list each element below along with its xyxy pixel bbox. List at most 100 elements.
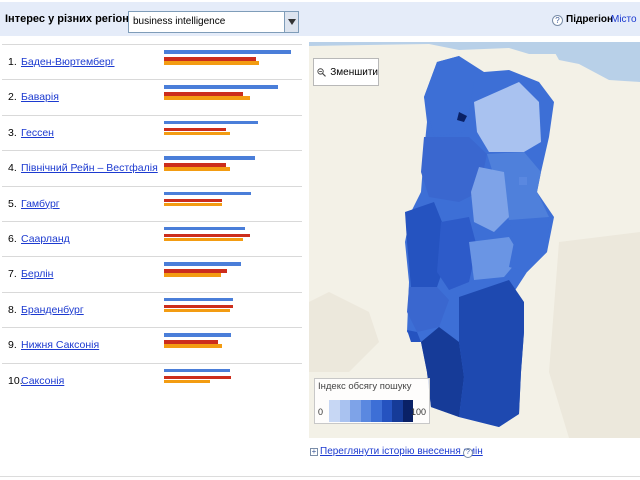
bar-red	[164, 92, 244, 96]
region-link[interactable]: Північний Рейн – Вестфалія	[21, 162, 158, 175]
region-link[interactable]: Гессен	[21, 126, 54, 139]
list-item: 3. Гессен	[2, 114, 302, 150]
legend-swatch	[339, 400, 350, 422]
list-item: 6. Саарланд	[2, 220, 302, 256]
sachsen-region[interactable]	[509, 217, 549, 272]
list-item: 2. Баварія	[2, 79, 302, 114]
magnifier-icon	[317, 67, 326, 77]
expand-plus-icon[interactable]: +	[310, 447, 318, 456]
region-bars	[164, 50, 296, 70]
berlin-region[interactable]	[519, 177, 527, 185]
bar-orange	[164, 167, 230, 171]
region-rank: 7.	[8, 268, 17, 281]
bar-red	[164, 233, 250, 238]
region-bars	[164, 368, 296, 389]
region-link[interactable]: Гамбург	[21, 197, 60, 210]
region-rank: 6.	[8, 232, 17, 245]
bar-orange	[164, 96, 250, 100]
list-item: 9. Нижня Саксонія	[2, 327, 302, 362]
dropdown-arrow-icon[interactable]	[284, 12, 298, 32]
legend-swatch	[402, 400, 413, 422]
thueringen-region[interactable]	[469, 237, 521, 280]
search-term-select[interactable]: business intelligence	[128, 11, 299, 33]
regional-interest-header: Інтерес у різних регіонах business intel…	[0, 2, 640, 36]
region-link[interactable]: Баден-Вюртемберг	[21, 56, 115, 68]
brandenburg-region[interactable]	[487, 152, 549, 227]
view-history-link[interactable]: Переглянути історію внесення змін	[320, 446, 483, 457]
bar-red	[164, 340, 219, 344]
bar-orange	[164, 131, 230, 136]
legend-swatch	[350, 400, 361, 422]
search-term-value: business intelligence	[133, 16, 226, 27]
bar-red	[164, 198, 223, 203]
list-item: 1. Баден-Вюртемберг	[2, 44, 302, 79]
bar-blue	[164, 156, 256, 160]
region-rank: 9.	[8, 339, 17, 352]
list-item: 5. Гамбург	[2, 185, 302, 221]
rheinland-pfalz-region[interactable]	[407, 287, 449, 332]
bar-blue	[164, 191, 252, 196]
map-base-svg	[309, 42, 640, 438]
list-item: 7. Берлін	[2, 256, 302, 291]
region-bars	[164, 226, 296, 247]
region-link[interactable]: Саксонія	[21, 374, 65, 387]
legend-min-value: 0	[318, 407, 324, 417]
region-link[interactable]: Берлін	[21, 268, 54, 281]
bar-blue	[164, 333, 232, 337]
sachsen-anhalt-region[interactable]	[471, 167, 509, 232]
bar-red	[164, 269, 228, 273]
list-item: 10. Саксонія	[2, 362, 302, 398]
region-rank: 1.	[8, 56, 17, 68]
bar-blue	[164, 262, 241, 266]
bayern-region[interactable]	[459, 280, 524, 427]
zoom-out-button[interactable]: Зменшити	[313, 58, 379, 86]
region-rank: 5.	[8, 197, 17, 210]
help-icon-footer[interactable]: ?	[463, 448, 473, 458]
bar-orange	[164, 202, 223, 207]
region-rank: 2.	[8, 91, 17, 104]
legend-swatch	[360, 400, 371, 422]
zoom-out-label: Зменшити	[330, 66, 378, 78]
help-icon[interactable]: ?	[552, 15, 563, 26]
niedersachsen-region[interactable]	[421, 137, 487, 202]
baltic-sea-area	[549, 42, 640, 82]
region-rank: 4.	[8, 162, 17, 175]
region-bars	[164, 120, 296, 141]
map-legend: Індекс обсягу пошуку 0 100	[314, 378, 430, 424]
baden-wuerttemberg-region[interactable]	[421, 327, 464, 417]
bar-orange	[164, 273, 221, 277]
region-bars	[164, 262, 296, 282]
mecklenburg-region[interactable]	[474, 82, 541, 152]
bar-orange	[164, 308, 230, 313]
hamburg-region[interactable]	[457, 112, 467, 122]
saarland-region[interactable]	[407, 330, 421, 342]
region-link[interactable]: Саарланд	[21, 232, 70, 245]
region-rank: 10.	[8, 374, 23, 387]
bar-orange	[164, 344, 223, 348]
bar-red	[164, 127, 227, 132]
legend-swatch	[392, 400, 403, 422]
region-rank: 8.	[8, 303, 17, 316]
bar-red	[164, 57, 257, 61]
list-item: 4. Північний Рейн – Вестфалія	[2, 150, 302, 185]
region-bars	[164, 191, 296, 212]
region-map[interactable]: Зменшити Індекс обсягу пошуку 0 100	[309, 42, 640, 438]
hessen-region[interactable]	[437, 217, 477, 290]
region-link[interactable]: Нижня Саксонія	[21, 339, 100, 352]
bar-blue	[164, 368, 230, 373]
city-link[interactable]: Місто	[611, 14, 637, 25]
region-ranking-list: 1. Баден-Вюртемберг 2. Баварія 3. Гессен 4. Пів…	[2, 44, 302, 398]
bar-blue	[164, 85, 278, 89]
subregion-label: Підрегіон	[566, 14, 614, 25]
region-link[interactable]: Бранденбург	[21, 303, 84, 316]
bar-orange	[164, 237, 244, 242]
legend-title: Індекс обсягу пошуку	[318, 381, 412, 392]
region-bars	[164, 333, 296, 353]
legend-max-value: 100	[411, 407, 427, 417]
bar-red	[164, 375, 232, 380]
neighbour-land-area-east	[549, 232, 640, 438]
bar-red	[164, 163, 227, 167]
legend-color-scale	[329, 400, 413, 422]
bar-blue	[164, 120, 258, 125]
region-link[interactable]: Баварія	[21, 91, 59, 104]
